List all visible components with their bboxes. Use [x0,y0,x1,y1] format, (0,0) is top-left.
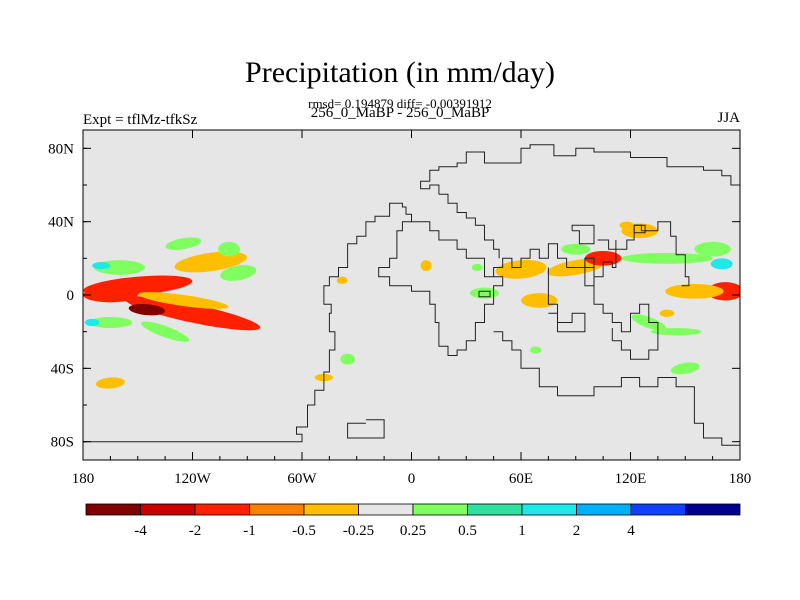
colorbar-label-4: -0.25 [343,523,374,539]
colorbar: -4 -2 -1 -0.5 -0.25 0.25 0.5 1 2 4 [85,503,741,539]
coastline-15 [584,267,595,286]
anomaly-patch-34 [659,309,675,318]
x-axis: 180 120W 60W 0 60E 120E 180 [72,130,752,487]
x-tick-label-5: 120E [615,471,647,487]
anomaly-patch-32 [340,353,355,365]
coastline-5 [584,262,659,360]
colorbar-swatch-6 [412,503,468,516]
coastline-7 [520,350,740,446]
anomaly-patch-25 [710,258,733,270]
coastline-2 [378,221,504,356]
anomaly-patch-30 [420,260,432,272]
colorbar-label-0: -4 [134,523,147,539]
coastline-3 [420,144,740,195]
x-tick-label-2: 60W [287,471,317,487]
coastline-4 [438,193,500,259]
anomaly-patch-13 [84,318,100,327]
anomaly-patch-36 [530,346,542,354]
anomaly-patch-12 [92,262,111,270]
anomaly-patch-10 [165,237,202,250]
coastline-8 [493,331,521,351]
anomaly-patch-24 [694,241,731,257]
colorbar-swatch-5 [358,503,414,516]
x-tick-label-1: 120W [174,471,212,487]
anomaly-patch-5 [138,292,229,309]
colorbar-swatch-10 [630,503,686,516]
colorbar-swatch-2 [194,503,250,516]
anomaly-patch-29 [561,243,591,255]
anomaly-patch-28 [650,328,702,336]
y-tick-label-2: 0 [67,288,75,304]
anomaly-patch-17 [521,293,558,308]
colorbar-label-7: 1 [518,523,526,539]
colorbar-label-6: 0.5 [458,523,477,539]
colorbar-label-3: -0.5 [292,523,316,539]
anomaly-patch-4 [83,287,138,303]
colorbar-label-2: -1 [243,523,256,539]
colorbar-swatch-0 [85,503,141,516]
colorbar-swatch-11 [685,503,741,516]
coastline-14 [547,267,586,333]
colorbar-label-8: 2 [573,523,581,539]
coastline-0 [83,202,690,443]
chart-title: Precipitation (in mm/day) [245,56,555,89]
anomaly-patch-21 [665,284,724,299]
anomaly-layer [83,221,740,389]
colorbar-swatch-4 [303,503,359,516]
season-label: JJA [717,110,740,126]
colorbar-swatch-8 [521,503,577,516]
colorbar-swatch-3 [249,503,305,516]
coastline-10 [571,224,595,245]
x-tick-label-3: 0 [408,471,416,487]
colorbar-swatch-7 [467,503,523,516]
y-tick-label-0: 80N [48,141,74,157]
anomaly-patch-23 [621,252,713,264]
x-tick-label-0: 180 [72,471,95,487]
colorbar-label-5: 0.25 [400,523,426,539]
experiment-label: Expt = tflMz-tfkSz [83,112,198,128]
anomaly-patch-31 [336,276,348,285]
anomaly-patch-8 [141,321,190,342]
stats-line: rmsd= 0.194879 diff= -0.00391912 [308,96,492,111]
y-axis: 80N 40N 0 40S 80S [48,141,740,451]
anomaly-patch-27 [670,362,700,375]
y-tick-label-3: 40S [51,361,74,377]
y-tick-label-1: 40N [48,215,74,231]
anomaly-patch-14 [95,377,125,389]
coastline-layer [83,144,740,446]
coastline-9 [347,419,385,439]
anomaly-patch-3 [174,251,247,273]
anomaly-patch-22 [469,287,500,299]
anomaly-patch-15 [495,259,547,279]
anomaly-patch-7 [88,317,133,328]
x-tick-label-4: 60E [509,471,533,487]
colorbar-label-1: -2 [189,523,202,539]
colorbar-swatch-1 [140,503,196,516]
coastline-13 [478,290,491,298]
y-tick-label-4: 80S [51,435,74,451]
map-background [83,130,740,460]
anomaly-patch-1 [124,296,261,331]
x-tick-label-6: 180 [729,471,752,487]
colorbar-label-9: 4 [627,523,635,539]
anomaly-patch-2 [128,303,166,316]
colorbar-swatch-9 [576,503,632,516]
anomaly-patch-37 [471,263,483,272]
anomaly-patch-35 [619,221,635,229]
coastline-12 [633,224,646,234]
anomaly-patch-9 [220,265,257,281]
chart-subtitle: 256_0_MaBP - 256_0_MaBP [310,105,490,121]
anomaly-patch-11 [218,241,240,257]
coastline-11 [597,239,617,250]
